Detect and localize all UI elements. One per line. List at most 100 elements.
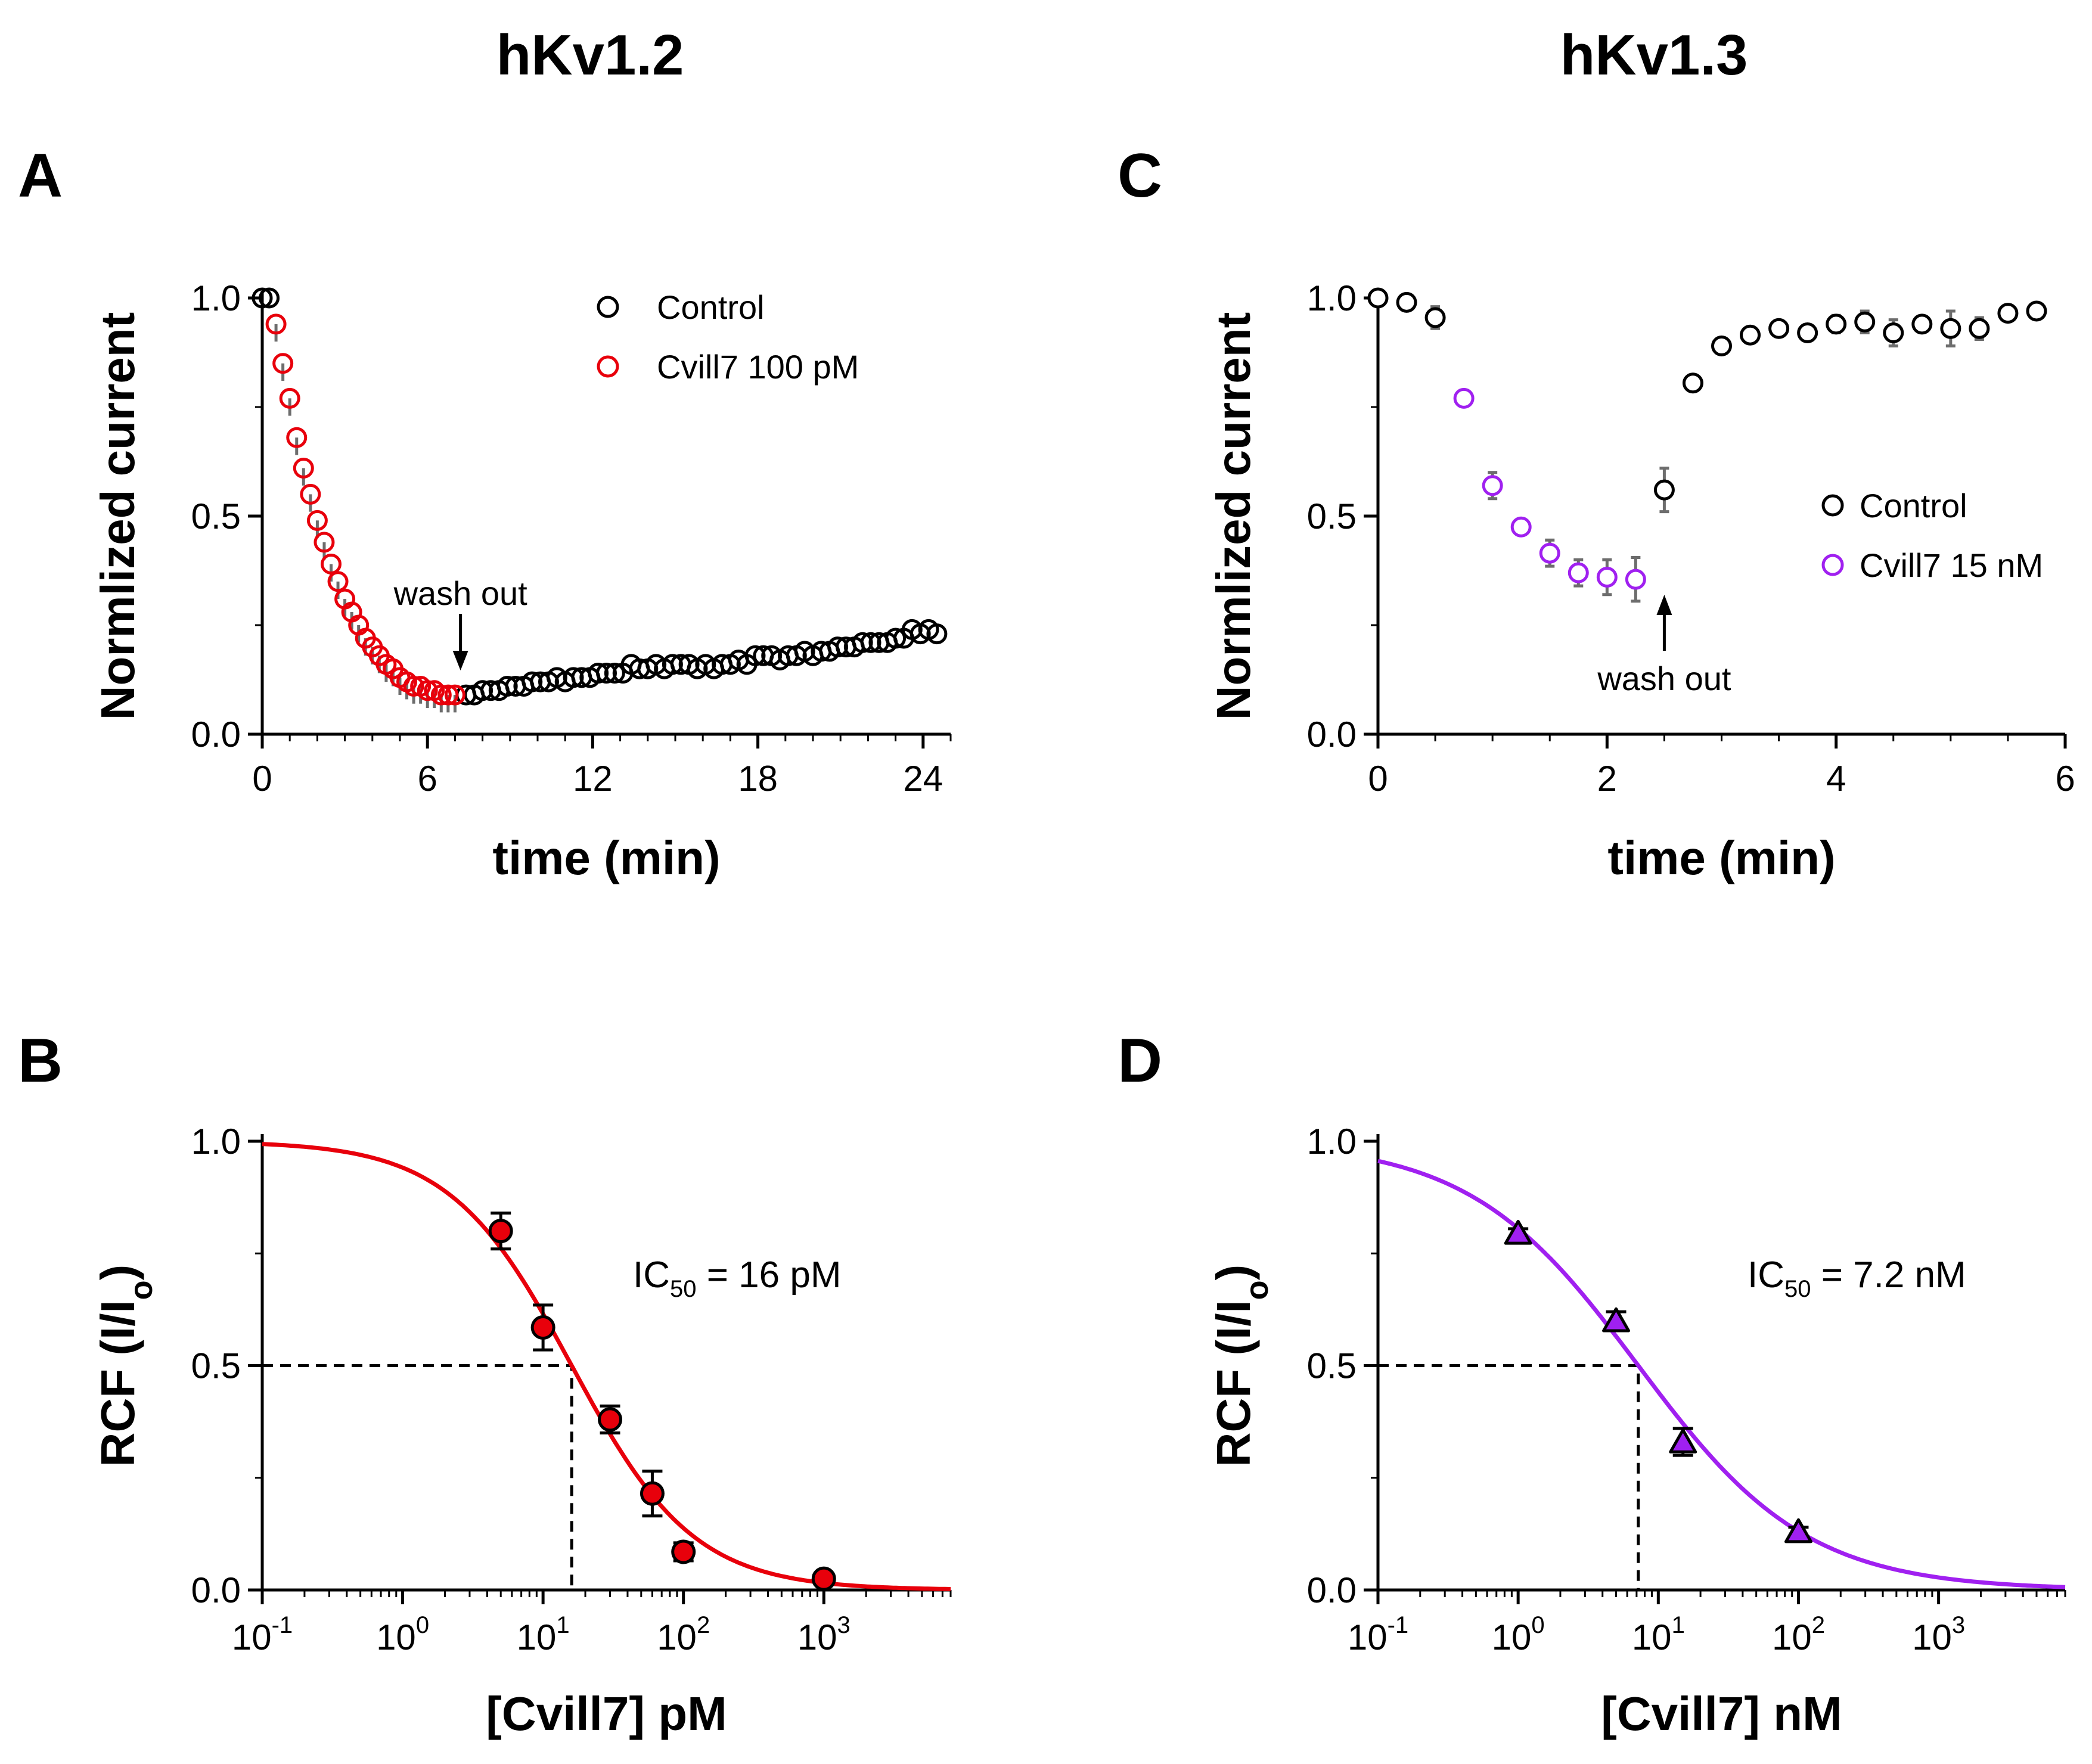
data-point-cvill7 <box>306 510 328 531</box>
ic50-guide-line <box>1378 1364 1640 1590</box>
data-point <box>488 1219 513 1244</box>
x-tick-label: 101 <box>517 1612 570 1657</box>
data-point <box>530 1315 555 1340</box>
panel-letter-d: D <box>1118 1026 1162 1095</box>
y-tick-label: 1.0 <box>191 1122 241 1161</box>
data-point-cvill7 <box>279 387 300 409</box>
x-axis-label: [Cvill7] pM <box>486 1687 727 1740</box>
data-point-cvill7 <box>293 457 314 479</box>
data-point <box>811 1566 836 1591</box>
data-point-control <box>604 663 625 684</box>
data-point <box>671 1539 696 1564</box>
data-point-cvill7 <box>327 571 349 592</box>
data-point-cvill7 <box>1510 516 1532 538</box>
data-point-cvill7 <box>430 684 452 706</box>
legend-label-control: Control <box>1860 487 1967 524</box>
data-point <box>1504 1219 1532 1245</box>
data-point-cvill7 <box>1568 562 1589 583</box>
panel-letter-b: B <box>18 1026 63 1095</box>
x-axis-label: time (min) <box>1607 831 1835 884</box>
legend-label-cvill7: Cvill7 100 pM <box>657 348 859 386</box>
panel-c-chart: 0.0 0.5 1.0 Normlized current 0 2 4 6 time (min)… <box>1207 278 2075 884</box>
y-tick-label: 0.5 <box>1307 1346 1357 1386</box>
x-tick-label: 2 <box>1597 759 1617 799</box>
data-point-control <box>1883 322 1904 344</box>
y-axis-label: RCF (I/Io) <box>1207 1265 1275 1467</box>
data-point-control <box>1768 318 1790 339</box>
y-tick-label: 0.5 <box>191 496 241 536</box>
data-point-control <box>1740 324 1761 346</box>
data-point-cvill7 <box>286 427 308 448</box>
data-point-cvill7 <box>1539 542 1560 564</box>
panel-a-chart: 0.0 0.5 1.0 Normlized current 0 6 12 18 24 time (… <box>91 278 952 884</box>
x-tick-label: 12 <box>573 759 613 799</box>
panel-letter-c: C <box>1118 141 1162 210</box>
x-tick-label: 100 <box>1492 1612 1545 1657</box>
data-point-control <box>1826 313 1847 335</box>
data-point-control <box>1911 313 1933 335</box>
data-point-cvill7 <box>1625 569 1646 590</box>
data-point-cvill7 <box>300 483 321 505</box>
ic50-guide-line <box>262 1364 573 1590</box>
y-axis-label: RCF (I/Io) <box>91 1265 159 1467</box>
data-point-cvill7 <box>314 532 335 553</box>
column-title-left: hKv1.2 <box>496 23 684 87</box>
x-tick-label: 6 <box>2055 759 2075 799</box>
panel-b-chart: 0.0 0.5 1.0 RCF (I/Io) 10-1 100 101 102 103 [Cvil… <box>91 1122 952 1740</box>
y-tick-label: 1.0 <box>191 278 241 318</box>
data-point <box>598 1407 623 1432</box>
data-point-control <box>1682 372 1703 394</box>
data-point-control <box>1424 307 1446 328</box>
data-point-control <box>1997 303 2019 324</box>
x-tick-label: 18 <box>738 759 778 799</box>
x-tick-label: 0 <box>1368 759 1388 799</box>
data-point-cvill7 <box>417 680 438 701</box>
data-point-cvill7 <box>321 554 342 575</box>
column-title-right: hKv1.3 <box>1560 23 1748 87</box>
x-axis-label: time (min) <box>492 831 720 884</box>
x-tick-label: 103 <box>797 1612 851 1657</box>
data-point-control <box>1969 318 1990 339</box>
data-point-control <box>1940 318 1961 339</box>
data-point-cvill7 <box>1596 566 1618 588</box>
data-point-cvill7 <box>437 684 459 706</box>
data-point-control <box>1797 322 1818 344</box>
y-tick-label: 1.0 <box>1307 278 1357 318</box>
x-tick-label: 100 <box>376 1612 429 1657</box>
data-point-cvill7 <box>403 675 424 697</box>
fit-curve <box>1377 1159 2066 1589</box>
data-point-cvill7 <box>272 353 294 374</box>
data-point-control <box>252 287 273 309</box>
data-point-control <box>2026 300 2047 322</box>
x-tick-label: 102 <box>657 1612 710 1657</box>
data-point-control <box>1711 336 1732 357</box>
legend-label-cvill7: Cvill7 15 nM <box>1860 546 2043 584</box>
data-point <box>1784 1518 1812 1544</box>
data-point-cvill7 <box>1482 475 1503 496</box>
data-point-control <box>926 623 948 645</box>
y-tick-label: 0.0 <box>191 1570 241 1610</box>
data-point-control <box>1367 287 1389 309</box>
data-point-cvill7 <box>1453 387 1475 409</box>
x-tick-label: 6 <box>418 759 437 799</box>
x-axis-label: [Cvill7] nM <box>1601 1687 1842 1740</box>
y-tick-label: 0.0 <box>1307 715 1357 754</box>
y-tick-label: 1.0 <box>1307 1122 1357 1161</box>
data-point <box>1602 1307 1631 1333</box>
x-tick-label: 24 <box>903 759 943 799</box>
data-point-control <box>885 628 907 649</box>
data-point-control <box>259 287 280 309</box>
washout-arrow-head <box>452 651 468 670</box>
ic50-label: IC50 = 7.2 nM <box>1748 1254 1966 1302</box>
y-axis-label: Normlized current <box>91 312 144 720</box>
y-tick-label: 0.0 <box>1307 1570 1357 1610</box>
legend-label-control: Control <box>657 288 765 326</box>
x-tick-label: 10-1 <box>1348 1612 1408 1657</box>
data-point-control <box>1653 479 1675 501</box>
washout-arrow-head <box>1656 595 1672 615</box>
y-tick-label: 0.5 <box>191 1346 241 1386</box>
legend-marker-control <box>597 296 619 318</box>
x-tick-label: 0 <box>252 759 272 799</box>
legend-marker-cvill7 <box>597 355 619 378</box>
